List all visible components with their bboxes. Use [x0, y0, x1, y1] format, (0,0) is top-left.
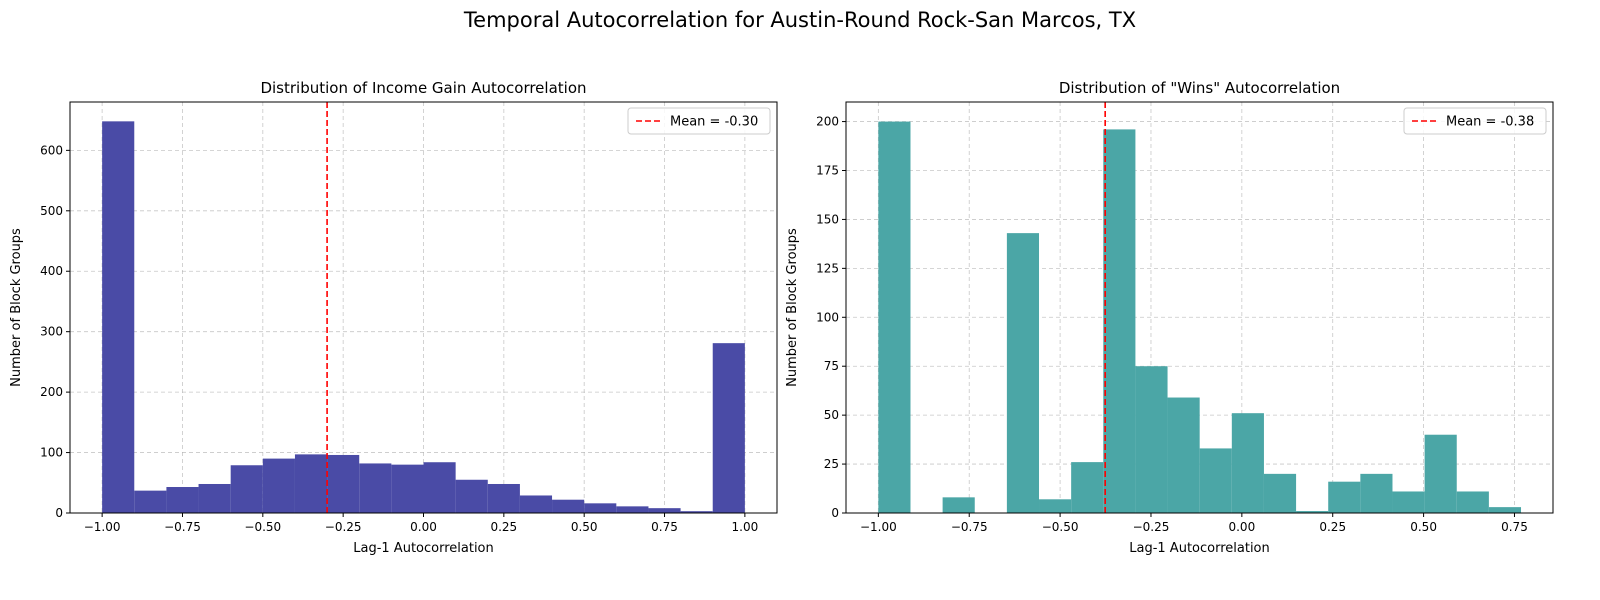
panel-2: −1.00 −0.75 −0.50 −0.25 0.00 0.25 0.50 0.75 0 25 5… — [785, 79, 1554, 556]
y-axis-label: Number of Block Groups — [9, 228, 24, 387]
histogram-bar — [359, 463, 392, 513]
x-tick-label: 0.50 — [1410, 520, 1437, 534]
x-axis-label: Lag-1 Autocorrelation — [353, 541, 494, 556]
histogram-bar — [1392, 491, 1425, 513]
histogram-bar — [294, 454, 328, 513]
histogram-bar — [1231, 413, 1264, 513]
histogram-bar — [1424, 434, 1457, 513]
histogram-bar — [1167, 397, 1200, 513]
y-tick-label: 50 — [824, 408, 839, 422]
histogram-bars — [102, 121, 745, 513]
y-tick-label: 150 — [816, 212, 839, 226]
legend: Mean = -0.30 — [627, 107, 771, 135]
histogram-bar — [1199, 448, 1232, 513]
histogram-bar — [552, 499, 585, 513]
histogram-bar — [262, 458, 295, 513]
histogram-bar — [327, 454, 360, 513]
histogram-bar — [1328, 481, 1361, 513]
histogram-bar — [1488, 507, 1522, 513]
histogram-bar — [1039, 499, 1072, 513]
histogram-bar — [1071, 462, 1104, 513]
x-axis-label: Lag-1 Autocorrelation — [1129, 541, 1270, 556]
panel-title: Distribution of "Wins" Autocorrelation — [1059, 79, 1340, 97]
x-tick-label: 0.25 — [490, 520, 517, 534]
histogram-bar — [134, 490, 167, 513]
histogram-bar — [712, 343, 745, 513]
x-tick-label: −1.00 — [860, 520, 897, 534]
y-tick-label: 0 — [55, 506, 63, 520]
histogram-bar — [616, 506, 649, 513]
histogram-bar — [878, 121, 911, 514]
y-tick-label: 500 — [40, 204, 63, 218]
figure-title: Temporal Autocorrelation for Austin-Roun… — [463, 8, 1137, 32]
x-tick-label: 0.75 — [651, 520, 678, 534]
histogram-bar — [942, 497, 975, 513]
histogram-bar — [198, 483, 231, 513]
legend: Mean = -0.38 — [1403, 107, 1547, 135]
x-tick-label: −0.75 — [164, 520, 201, 534]
x-tick-label: 1.00 — [732, 520, 759, 534]
legend-box — [1403, 107, 1547, 135]
x-tick-label: −0.25 — [1133, 520, 1170, 534]
histogram-bar — [1296, 511, 1329, 513]
histogram-bar — [1103, 129, 1136, 513]
histogram-bar — [455, 479, 488, 513]
histogram-bar — [1006, 233, 1040, 513]
legend-label: Mean = -0.38 — [1446, 115, 1534, 130]
legend-box — [627, 107, 771, 135]
x-tick-label: −0.50 — [1042, 520, 1079, 534]
histogram-bar — [1360, 473, 1393, 513]
histogram-bar — [391, 464, 424, 513]
x-tick-label: 0.75 — [1501, 520, 1528, 534]
histogram-bar — [423, 462, 456, 513]
y-tick-label: 300 — [40, 325, 63, 339]
y-tick-label: 400 — [40, 264, 63, 278]
histogram-bar — [230, 465, 263, 513]
histogram-bars — [878, 121, 1522, 514]
panel-1: −1.00 −0.75 −0.50 −0.25 0.00 0.25 0.50 0.75 1.00… — [9, 79, 778, 556]
y-tick-label: 175 — [816, 164, 839, 178]
y-tick-label: 200 — [816, 115, 839, 129]
legend-label: Mean = -0.30 — [670, 115, 758, 130]
grid — [70, 102, 777, 514]
histogram-bar — [1263, 473, 1297, 513]
y-tick-label: 200 — [40, 385, 63, 399]
y-tick-label: 75 — [824, 359, 839, 373]
x-tick-label: −0.75 — [951, 520, 988, 534]
x-tick-label: −0.50 — [244, 520, 281, 534]
histogram-bar — [584, 503, 617, 513]
histogram-bar — [487, 483, 520, 513]
x-tick-label: −1.00 — [84, 520, 121, 534]
panel-title: Distribution of Income Gain Autocorrelat… — [260, 79, 586, 97]
y-tick-label: 600 — [40, 143, 63, 157]
histogram-bar — [519, 495, 553, 513]
histogram-bar — [680, 511, 713, 513]
x-tick-label: 0.00 — [410, 520, 437, 534]
x-tick-label: −0.25 — [325, 520, 362, 534]
x-tick-label: 0.00 — [1228, 520, 1255, 534]
y-tick-label: 0 — [831, 506, 839, 520]
histogram-bar — [648, 508, 681, 513]
y-axis-label: Number of Block Groups — [785, 228, 800, 387]
histogram-bar — [1135, 366, 1168, 513]
y-tick-label: 100 — [816, 310, 839, 324]
histogram-bar — [102, 121, 135, 513]
histogram-bar — [1456, 491, 1489, 513]
y-tick-label: 125 — [816, 261, 839, 275]
x-tick-label: 0.25 — [1319, 520, 1346, 534]
axes-frame — [845, 101, 1554, 514]
x-tick-label: 0.50 — [571, 520, 598, 534]
histogram-bar — [166, 487, 199, 513]
y-tick-label: 25 — [824, 457, 839, 471]
y-tick-label: 100 — [40, 446, 63, 460]
